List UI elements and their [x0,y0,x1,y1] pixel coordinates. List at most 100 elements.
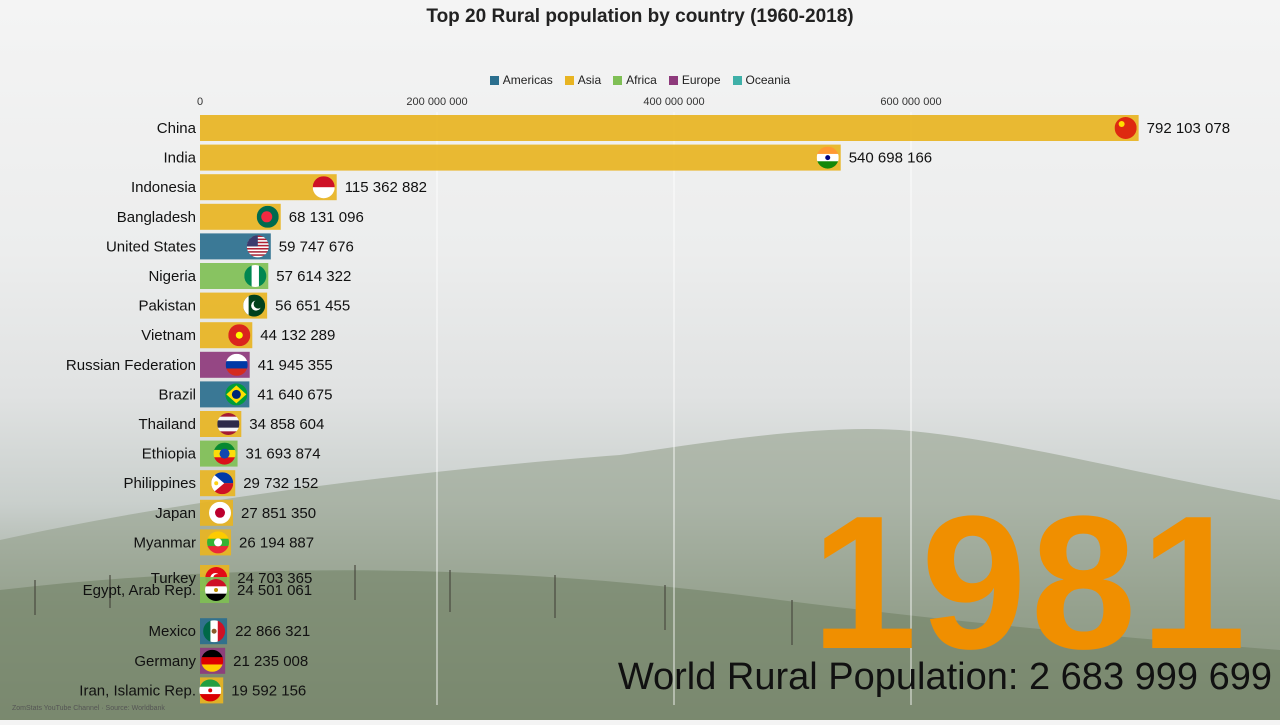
value-label: 44 132 289 [260,327,335,344]
category-label: China [157,120,197,137]
bar-row-russian-federation: Russian Federation 41 945 355 [66,351,333,378]
bar-row-japan: Japan 27 851 350 [155,499,316,526]
flag-part [231,389,241,399]
flag-part [246,246,269,248]
value-label: 34 858 604 [249,416,324,433]
legend-item-europe: Europe [668,73,721,87]
flag-part [217,413,240,418]
value-label: 26 194 887 [239,534,314,551]
flag-part [199,694,222,702]
ethiopia-flag-icon [213,442,236,465]
flag-part [261,211,273,223]
flag-part [225,368,248,376]
flag-part [211,472,234,484]
legend-label: Americas [502,73,553,87]
legend-swatch [613,75,623,85]
flag-part [246,251,269,253]
x-tick-label: 0 [197,96,203,108]
category-label: Russian Federation [66,357,196,374]
flag-part [258,265,267,287]
category-label: Iran, Islamic Rep. [79,682,196,699]
category-label: Pakistan [138,298,196,315]
category-label: Nigeria [148,268,196,285]
flag-part [243,294,249,317]
value-label: 29 732 152 [243,475,318,492]
legend-label: Africa [626,73,657,87]
flag-part [251,265,260,287]
mexico-flag-icon [203,620,226,643]
bar-row-bangladesh: Bangladesh 68 131 096 [117,203,364,230]
flag-part [207,531,230,540]
value-label: 115 362 882 [345,179,427,196]
flag-part [201,664,224,672]
x-tick-label: 600 000 000 [880,96,941,108]
category-label: Thailand [138,416,196,433]
bar-row-indonesia: Indonesia 115 362 882 [131,174,427,201]
flag-part [217,427,240,432]
thailand-flag-icon [217,413,240,435]
category-label: Ethiopia [142,446,197,463]
bar-row-mexico: Mexico 22 866 321 [148,618,310,645]
flag-part [219,448,230,459]
bar [200,144,841,171]
bar-row-vietnam: Vietnam 44 132 289 [141,322,335,349]
chart-legend: Americas Asia Africa Europe Oceania [0,73,1280,87]
bar-row-myanmar: Myanmar 26 194 887 [133,529,314,556]
flag-part [217,431,240,435]
philippines-flag-icon [211,472,234,495]
bar-row-egypt-arab-rep-: Egypt, Arab Rep. 24 501 061 [83,577,312,603]
value-label: 540 698 166 [849,150,932,167]
flag-part [207,546,230,554]
bar-row-india: India 540 698 166 [163,144,932,171]
flag-part [246,255,269,258]
x-tick-label: 400 000 000 [643,96,704,108]
bar-row-philippines: Philippines 29 732 152 [123,470,318,497]
bar-row-germany: Germany 21 235 008 [134,647,308,674]
legend-label: Asia [577,73,602,87]
value-label: 24 501 061 [237,582,312,599]
nigeria-flag-icon [244,265,267,287]
value-label: 68 131 096 [289,209,364,226]
chart-title: Top 20 Rural population by country (1960… [426,6,854,27]
flag-part [246,247,269,250]
legend-label: Europe [681,73,721,87]
category-label: Turkey [151,570,197,587]
category-label: United States [106,238,196,255]
legend-item-asia: Asia [564,73,602,87]
flag-part [235,331,243,339]
brazil-flag-icon [225,383,248,406]
category-label: Mexico [148,623,196,640]
flag-part [246,235,258,247]
value-label: 57 614 322 [276,268,351,285]
category-label: India [163,150,196,167]
bar-row-nigeria: Nigeria 57 614 322 [148,263,351,289]
flag-part [825,155,831,161]
legend-item-oceania: Oceania [732,73,790,87]
vietnam-flag-icon [228,324,251,347]
flag-part [312,187,335,199]
category-label: Vietnam [141,327,196,344]
bar [200,115,1139,141]
china-flag-icon [1114,117,1137,139]
category-label: Indonesia [131,179,197,196]
flag-part [217,420,240,425]
egypt-flag-icon [205,579,228,601]
flag-part [214,588,219,592]
flag-part [213,457,236,465]
category-label: Philippines [123,475,196,492]
value-label: 21 235 008 [233,653,308,670]
value-label: 31 693 874 [246,446,321,463]
flag-part [246,254,269,257]
flag-part [225,361,248,369]
germany-flag-icon [201,649,224,672]
united-states-flag-icon [246,235,269,258]
flag-part [816,146,839,155]
category-label: Germany [134,653,196,670]
japan-flag-icon [209,501,232,524]
legend-item-americas: Americas [489,73,553,87]
flag-part [816,161,839,169]
flag-part [201,657,224,665]
